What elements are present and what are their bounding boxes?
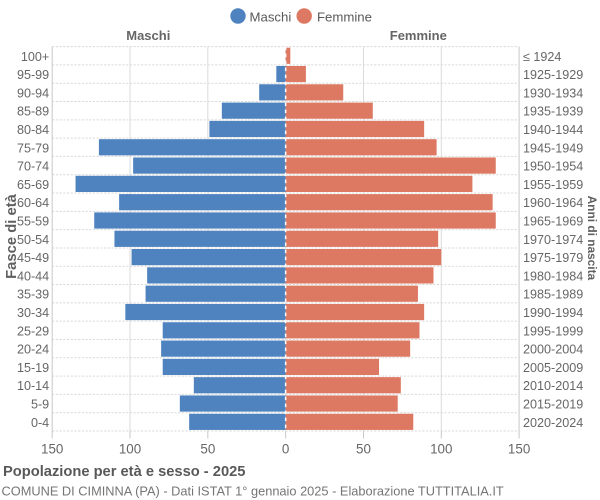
svg-text:70-74: 70-74 — [17, 160, 49, 174]
svg-text:1955-1959: 1955-1959 — [523, 178, 583, 192]
svg-text:1995-1999: 1995-1999 — [523, 324, 583, 338]
svg-text:25-29: 25-29 — [17, 324, 49, 338]
svg-text:50: 50 — [200, 441, 215, 456]
svg-text:1990-1994: 1990-1994 — [523, 306, 583, 320]
svg-text:45-49: 45-49 — [17, 251, 49, 265]
svg-text:40-44: 40-44 — [17, 269, 49, 283]
svg-text:1965-1969: 1965-1969 — [523, 215, 583, 229]
svg-text:2010-2014: 2010-2014 — [523, 379, 583, 393]
svg-text:1935-1939: 1935-1939 — [523, 105, 583, 119]
svg-text:2020-2024: 2020-2024 — [523, 416, 583, 430]
svg-text:85-89: 85-89 — [17, 105, 49, 119]
svg-text:1945-1949: 1945-1949 — [523, 141, 583, 155]
svg-text:2000-2004: 2000-2004 — [523, 343, 583, 357]
svg-text:65-69: 65-69 — [17, 178, 49, 192]
svg-text:Fasce di età: Fasce di età — [4, 193, 20, 278]
svg-text:150: 150 — [41, 441, 63, 456]
svg-text:90-94: 90-94 — [17, 86, 49, 100]
svg-text:COMUNE DI CIMINNA (PA) - Dati: COMUNE DI CIMINNA (PA) - Dati ISTAT 1° g… — [2, 483, 504, 498]
svg-text:30-34: 30-34 — [17, 306, 49, 320]
svg-text:35-39: 35-39 — [17, 288, 49, 302]
svg-text:0-4: 0-4 — [31, 416, 49, 430]
svg-text:80-84: 80-84 — [17, 123, 49, 137]
svg-text:100+: 100+ — [21, 50, 49, 64]
svg-text:1960-1964: 1960-1964 — [523, 196, 583, 210]
svg-text:1940-1944: 1940-1944 — [523, 123, 583, 137]
svg-text:75-79: 75-79 — [17, 141, 49, 155]
svg-text:20-24: 20-24 — [17, 343, 49, 357]
svg-text:1985-1989: 1985-1989 — [523, 288, 583, 302]
svg-text:Popolazione per età e sesso -: Popolazione per età e sesso - 2025 — [3, 464, 245, 480]
svg-text:1950-1954: 1950-1954 — [523, 160, 583, 174]
svg-text:≤ 1924: ≤ 1924 — [523, 50, 561, 64]
svg-text:1980-1984: 1980-1984 — [523, 269, 583, 283]
svg-text:Femmine: Femmine — [390, 28, 447, 43]
svg-text:Maschi: Maschi — [250, 9, 292, 24]
svg-text:Femmine: Femmine — [317, 9, 372, 24]
svg-text:150: 150 — [508, 441, 530, 456]
svg-text:95-99: 95-99 — [17, 68, 49, 82]
svg-text:50: 50 — [356, 441, 371, 456]
svg-text:10-14: 10-14 — [17, 379, 49, 393]
svg-text:Maschi: Maschi — [126, 28, 170, 43]
svg-text:50-54: 50-54 — [17, 233, 49, 247]
svg-text:1930-1934: 1930-1934 — [523, 86, 583, 100]
svg-text:55-59: 55-59 — [17, 215, 49, 229]
svg-text:Anni di nascita: Anni di nascita — [585, 196, 599, 281]
svg-text:2015-2019: 2015-2019 — [523, 398, 583, 412]
svg-text:2005-2009: 2005-2009 — [523, 361, 583, 375]
svg-text:60-64: 60-64 — [17, 196, 49, 210]
svg-text:15-19: 15-19 — [17, 361, 49, 375]
svg-text:100: 100 — [430, 441, 452, 456]
svg-text:0: 0 — [282, 441, 289, 456]
svg-text:1925-1929: 1925-1929 — [523, 68, 583, 82]
svg-text:1970-1974: 1970-1974 — [523, 233, 583, 247]
svg-text:5-9: 5-9 — [31, 398, 49, 412]
svg-text:1975-1979: 1975-1979 — [523, 251, 583, 265]
svg-text:100: 100 — [119, 441, 141, 456]
